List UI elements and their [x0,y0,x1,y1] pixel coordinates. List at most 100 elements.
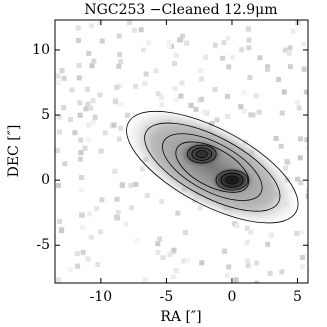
noise-pixel [226,264,232,270]
noise-pixel [57,218,63,224]
noise-pixel [305,145,308,151]
noise-pixel [62,161,68,167]
contour [175,141,250,193]
noise-pixel [91,58,97,64]
noise-pixel [246,45,252,51]
x-tick-label: 5 [293,289,302,305]
noise-pixel [179,33,185,39]
noise-pixel [82,145,88,151]
noise-pixel [90,119,96,125]
noise-pixel [166,39,172,45]
noise-pixel [61,105,67,111]
noise-pixel [181,258,187,264]
noise-pixel [199,96,205,102]
noise-pixel [76,75,82,81]
x-tick-label: -10 [90,289,113,305]
noise-pixel [98,148,104,154]
noise-pixel [265,241,271,247]
noise-pixel [75,25,81,31]
noise-pixel [290,28,296,34]
noise-pixel [85,86,91,92]
noise-pixel [160,255,166,261]
noise-pixel [173,96,179,102]
noise-pixel [201,109,207,115]
noise-pixel [133,181,139,187]
noise-pixel [246,37,252,43]
noise-pixel [286,50,292,56]
noise-pixel [118,125,124,131]
noise-pixel [199,76,205,82]
noise-pixel [155,241,161,247]
noise-pixel [234,223,240,229]
noise-pixel [172,61,178,67]
noise-pixel [118,101,124,107]
noise-pixel [55,148,61,154]
noise-pixel [287,64,293,70]
noise-pixel [178,93,184,99]
noise-pixel [55,277,61,283]
y-tick-label: 0 [41,172,50,188]
noise-pixel [285,159,291,165]
noise-pixel [299,263,305,269]
noise-pixel [86,122,92,128]
noise-pixel [117,83,123,89]
contour [196,150,208,159]
noise-pixel [245,258,251,264]
noise-pixel [116,136,122,142]
noise-pixel [85,256,91,262]
noise-pixel [257,55,263,61]
noise-pixel [123,221,129,227]
noise-pixel [248,229,254,235]
noise-pixel [170,274,176,280]
noise-pixel [279,269,285,275]
noise-pixel [128,205,134,211]
noise-pixel [87,211,93,217]
noise-pixel [134,237,140,243]
noise-pixel [214,117,220,123]
noise-pixel [193,106,199,112]
x-tick-label: -5 [160,289,174,305]
noise-pixel [279,110,285,116]
noise-pixel [295,99,301,105]
noise-pixel [80,249,86,255]
noise-pixel [98,229,104,235]
noise-pixel [92,114,98,120]
noise-pixel [138,27,144,33]
contour [225,175,239,185]
y-tick-label: -5 [36,237,50,253]
contour [187,144,217,164]
noise-pixel [116,63,122,69]
noise-pixel [113,214,119,220]
noise-pixel [158,94,164,100]
noise-pixel [155,91,161,97]
noise-pixel [77,100,83,106]
noise-pixel [126,20,132,26]
noise-pixel [74,251,80,257]
noise-pixel [155,249,161,255]
noise-pixel [124,112,130,118]
noise-pixel [116,33,122,39]
noise-pixel [175,210,181,216]
noise-pixel [55,73,61,79]
noise-pixel [173,267,179,273]
noise-pixel [229,55,235,61]
noise-pixel [76,62,82,68]
noise-pixel [179,80,185,86]
noise-pixel [173,52,179,58]
y-tick-label: 10 [32,42,50,58]
noise-pixel [299,254,305,260]
noise-pixel [142,277,148,283]
noise-pixel [241,90,247,96]
noise-pixel [304,137,308,143]
noise-pixel [198,68,204,74]
noise-pixel [224,272,230,278]
noise-pixel [299,230,305,236]
chart-title: NGC253 −Cleaned 12.9μm [84,2,277,18]
noise-pixel [265,66,271,72]
y-tick-label: 5 [41,107,50,123]
noise-pixel [88,234,94,240]
noise-pixel [55,79,61,85]
noise-pixel [78,175,84,181]
noise-pixel [177,37,183,43]
